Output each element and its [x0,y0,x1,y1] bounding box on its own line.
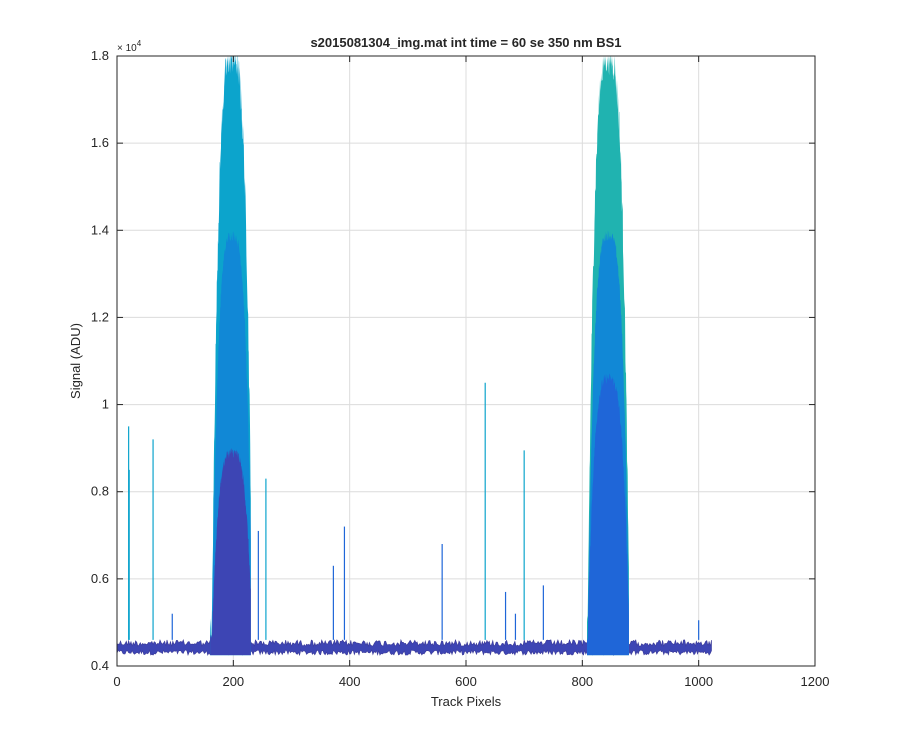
y-tick-label: 0.8 [91,484,109,499]
y-axis-label: Signal (ADU) [68,323,83,399]
x-tick-label: 600 [455,674,477,689]
baseline-band [116,638,712,657]
y-tick-label: 1.2 [91,309,109,324]
y-tick-label: 0.6 [91,571,109,586]
peak-inner-envelope [587,373,629,656]
x-tick-label: 0 [113,674,120,689]
y-exponent-power: 4 [137,39,142,48]
x-tick-label: 200 [222,674,244,689]
series-group [116,56,712,657]
y-tick-label: 1.4 [91,222,109,237]
x-tick-label: 400 [339,674,361,689]
x-tick-label: 1200 [801,674,830,689]
y-tick-label: 1 [102,397,109,412]
y-tick-label: 0.4 [91,658,109,673]
chart-title: s2015081304_img.mat int time = 60 se 350… [310,35,621,50]
x-tick-label: 800 [571,674,593,689]
y-tick-label: 1.8 [91,48,109,63]
x-axis-label: Track Pixels [431,694,502,709]
y-exponent-label: × 104 [117,39,142,54]
axis-ticks: 0 200 400 600 800 1000 1200 0.4 0.6 0.8 1 1.2 1.4 1.6… [91,48,830,689]
x-tick-label: 1000 [684,674,713,689]
y-tick-label: 1.6 [91,135,109,150]
y-exponent-base: × 10 [117,43,137,54]
peak-inner-envelope [210,448,251,656]
